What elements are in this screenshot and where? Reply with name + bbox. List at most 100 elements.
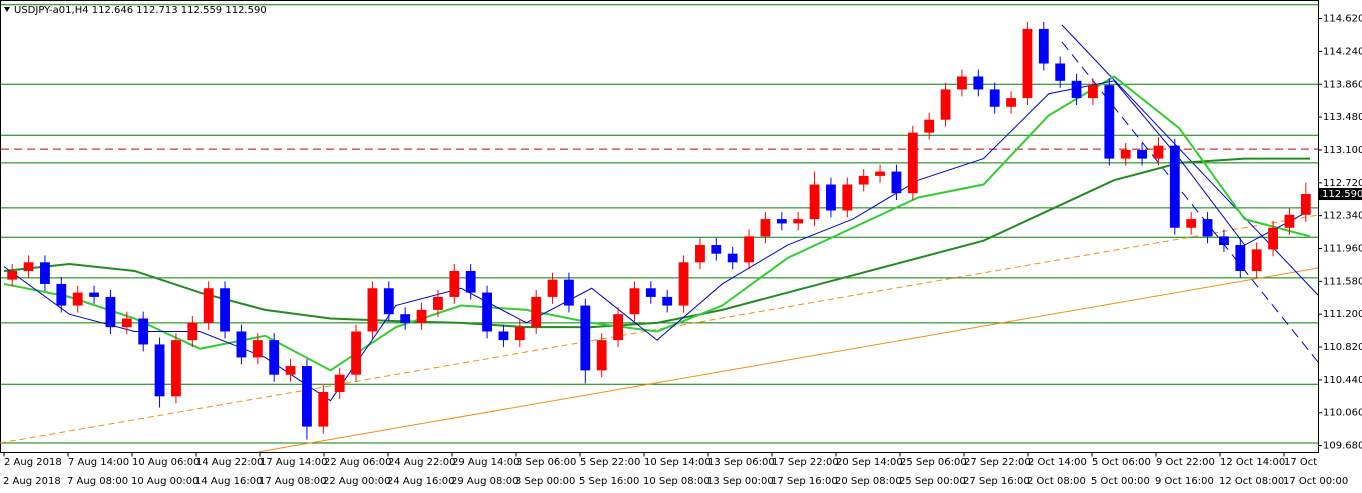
x-tick-label-top: 9 Oct 22:00 bbox=[1156, 457, 1215, 468]
menu-triangle[interactable] bbox=[4, 7, 10, 12]
x-tick-label-top: 22 Aug 06:00 bbox=[324, 457, 391, 468]
y-tick-label: 111.960 bbox=[1323, 243, 1362, 254]
candle-body bbox=[842, 184, 853, 211]
candle-body bbox=[171, 340, 181, 397]
x-tick-label-top: 25 Sep 06:00 bbox=[900, 457, 967, 468]
candle-body bbox=[318, 391, 329, 427]
x-tick-label-top: 17 Oct 0 bbox=[1284, 457, 1327, 468]
y-tick-label: 110.440 bbox=[1323, 375, 1362, 386]
x-tick-label-bottom: 22 Aug 00:00 bbox=[323, 476, 390, 487]
candle-body bbox=[1235, 245, 1246, 271]
candle-body bbox=[547, 279, 558, 297]
x-tick-label-top: 5 Oct 06:00 bbox=[1092, 457, 1151, 468]
candle-body bbox=[940, 89, 951, 120]
y-tick-label: 113.480 bbox=[1323, 112, 1362, 123]
y-tick-label: 113.100 bbox=[1323, 145, 1362, 156]
x-tick-label-bottom: 20 Sep 08:00 bbox=[835, 476, 902, 487]
candle-body bbox=[531, 296, 542, 328]
candle-body bbox=[89, 292, 99, 297]
candle-body bbox=[56, 283, 67, 306]
candle-body bbox=[416, 309, 427, 323]
candle-body bbox=[1186, 219, 1197, 228]
candle-body bbox=[760, 219, 771, 237]
candle-body bbox=[1169, 145, 1180, 228]
candle-body bbox=[1202, 219, 1213, 237]
x-tick-label-top: 27 Sep 22:00 bbox=[964, 457, 1031, 468]
candle-body bbox=[121, 318, 132, 328]
candle-body bbox=[269, 340, 280, 375]
candle-body bbox=[72, 292, 83, 306]
candle-body bbox=[1251, 249, 1262, 271]
candle-body bbox=[1022, 28, 1033, 99]
y-tick-label: 110.060 bbox=[1323, 408, 1362, 419]
candle-body bbox=[613, 314, 623, 341]
x-tick-label-bottom: 9 Oct 16:00 bbox=[1155, 476, 1214, 487]
x-tick-label-bottom: 2 Oct 08:00 bbox=[1027, 476, 1086, 487]
candle-body bbox=[154, 344, 165, 397]
candle-body bbox=[367, 288, 378, 332]
candle-body bbox=[727, 253, 738, 263]
x-tick-label-top: 20 Sep 14:00 bbox=[836, 457, 903, 468]
candle-body bbox=[907, 132, 918, 194]
last-price-label: 112.590 bbox=[1322, 189, 1362, 200]
x-tick-label-top: 29 Aug 14:00 bbox=[452, 457, 519, 468]
trendline bbox=[0, 214, 1319, 444]
x-tick-label-bottom: 10 Aug 00:00 bbox=[131, 476, 198, 487]
candle-body bbox=[891, 171, 902, 194]
candle-body bbox=[514, 327, 525, 341]
candle-body bbox=[973, 76, 984, 90]
plot-frame bbox=[0, 0, 1319, 453]
x-tick-label-top: 17 Aug 14:00 bbox=[260, 457, 327, 468]
candle-body bbox=[629, 288, 640, 315]
candle-body bbox=[645, 288, 656, 297]
candle-body bbox=[793, 219, 804, 224]
candle-body bbox=[138, 318, 149, 345]
x-tick-label-bottom: 7 Aug 08:00 bbox=[67, 476, 128, 487]
x-tick-label-top: 12 Oct 14:00 bbox=[1220, 457, 1285, 468]
x-tick-label-top: 10 Sep 14:00 bbox=[644, 457, 711, 468]
x-tick-label-bottom: 14 Aug 16:00 bbox=[195, 476, 262, 487]
candle-body bbox=[498, 331, 509, 341]
candle-body bbox=[989, 89, 1000, 107]
trendline bbox=[257, 267, 1319, 453]
candle-body bbox=[596, 340, 607, 371]
x-tick-label-top: 7 Aug 14:00 bbox=[68, 457, 129, 468]
candle-body bbox=[449, 270, 460, 297]
y-tick-label: 111.200 bbox=[1323, 309, 1362, 320]
y-tick-label: 112.340 bbox=[1323, 211, 1362, 222]
candle-body bbox=[236, 331, 247, 358]
candle-body bbox=[957, 76, 967, 90]
y-tick-label: 114.620 bbox=[1323, 14, 1362, 25]
candle-body bbox=[1268, 227, 1278, 250]
candle-body bbox=[924, 119, 935, 133]
y-tick-label: 109.680 bbox=[1323, 441, 1362, 452]
x-tick-label-top: 5 Sep 22:00 bbox=[580, 457, 640, 468]
last-price-box bbox=[1319, 188, 1362, 201]
y-tick-label: 113.860 bbox=[1323, 79, 1362, 90]
candle-body bbox=[433, 296, 443, 310]
x-tick-label-top: 2 Aug 2018 bbox=[4, 457, 62, 468]
x-tick-label-top: 10 Aug 06:00 bbox=[132, 457, 199, 468]
x-tick-label-bottom: 12 Oct 08:00 bbox=[1219, 476, 1284, 487]
x-tick-label-top: 13 Sep 06:00 bbox=[708, 457, 775, 468]
x-tick-label-bottom: 17 Oct 00:00 bbox=[1283, 476, 1348, 487]
candle-body bbox=[1219, 236, 1229, 246]
candle-body bbox=[1055, 63, 1066, 81]
candle-body bbox=[1088, 85, 1098, 99]
candle-body bbox=[1284, 214, 1295, 228]
candle-body bbox=[7, 270, 18, 280]
candle-body bbox=[1120, 149, 1131, 159]
x-tick-label-bottom: 2 Aug 2018 bbox=[3, 476, 61, 487]
x-tick-label-bottom: 17 Sep 16:00 bbox=[771, 476, 838, 487]
candle-body bbox=[1104, 85, 1115, 159]
candle-body bbox=[809, 184, 820, 220]
candle-body bbox=[482, 292, 492, 332]
trendline bbox=[1061, 24, 1319, 296]
x-tick-label-top: 24 Aug 22:00 bbox=[388, 457, 455, 468]
candle-body bbox=[334, 374, 345, 392]
x-tick-label-bottom: 5 Oct 00:00 bbox=[1091, 476, 1150, 487]
x-tick-label-top: 3 Sep 06:00 bbox=[516, 457, 576, 468]
candle-body bbox=[1300, 194, 1311, 215]
candle-body bbox=[400, 314, 411, 323]
candle-body bbox=[1071, 80, 1082, 99]
